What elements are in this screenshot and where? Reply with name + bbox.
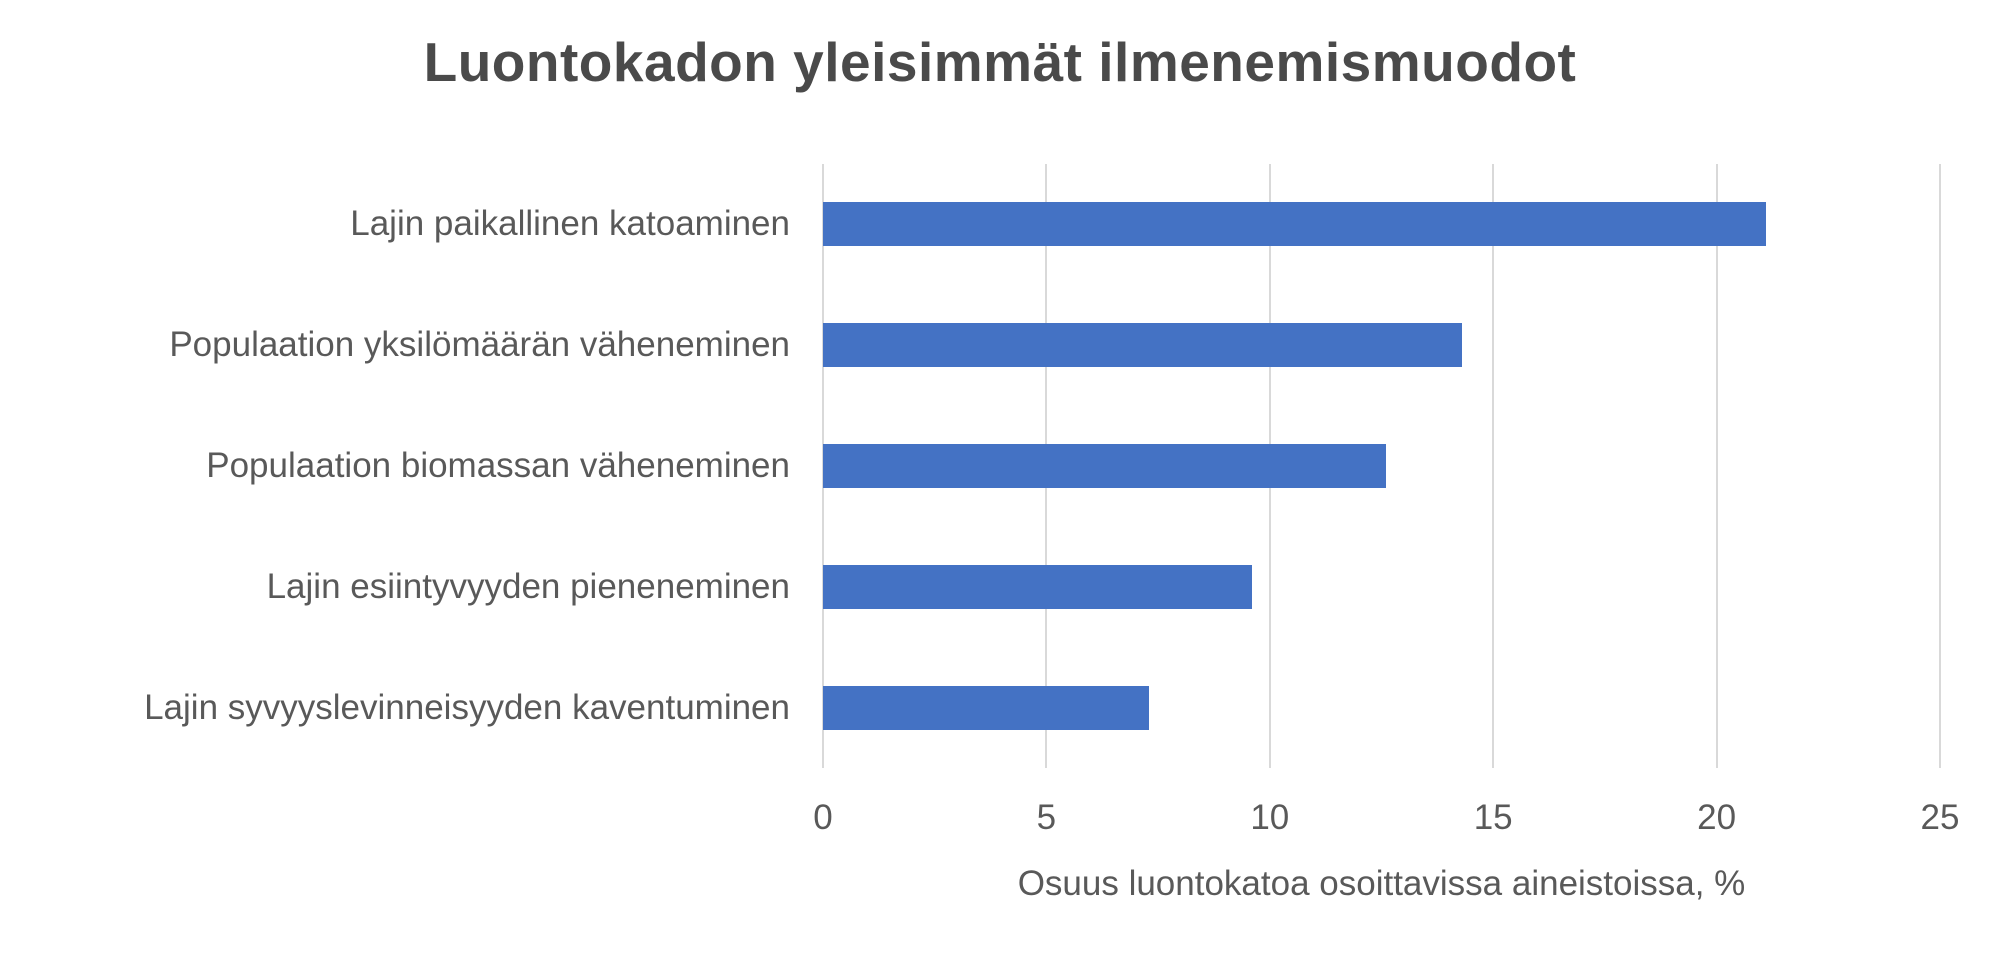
x-tick-label: 0 — [813, 798, 833, 837]
plot-area — [822, 164, 1941, 768]
category-label: Populaation yksilömäärän väheneminen — [169, 325, 790, 365]
chart-title: Luontokadon yleisimmät ilmenemismuodot — [423, 31, 1577, 93]
x-axis-tick-labels: 0 5 10 15 20 25 — [813, 798, 1959, 842]
x-tick-label: 20 — [1697, 798, 1737, 837]
category-label: Lajin esiintyvyyden pieneneminen — [266, 566, 790, 606]
category-axis-labels: Lajin paikallinen katoaminen Populaation … — [0, 164, 790, 768]
category-label: Populaation biomassan väheneminen — [206, 446, 790, 485]
gridline — [1492, 164, 1495, 768]
category-label: Lajin paikallinen katoaminen — [350, 204, 790, 244]
gridline — [1939, 164, 1941, 768]
x-tick-label: 5 — [1036, 798, 1057, 837]
x-tick-label: 15 — [1473, 798, 1513, 837]
bar — [823, 323, 1462, 368]
bar — [823, 685, 1150, 730]
bar — [823, 444, 1386, 488]
x-axis-title: Osuus luontokatoa osoittavissa aineistoi… — [1017, 864, 1746, 903]
bar — [823, 202, 1766, 247]
x-tick-label: 10 — [1250, 798, 1290, 837]
category-label: Lajin syvyyslevinneisyyden kaventuminen — [144, 687, 790, 727]
gridline — [1715, 164, 1718, 768]
bar — [823, 564, 1252, 609]
x-tick-label: 25 — [1920, 798, 1960, 837]
